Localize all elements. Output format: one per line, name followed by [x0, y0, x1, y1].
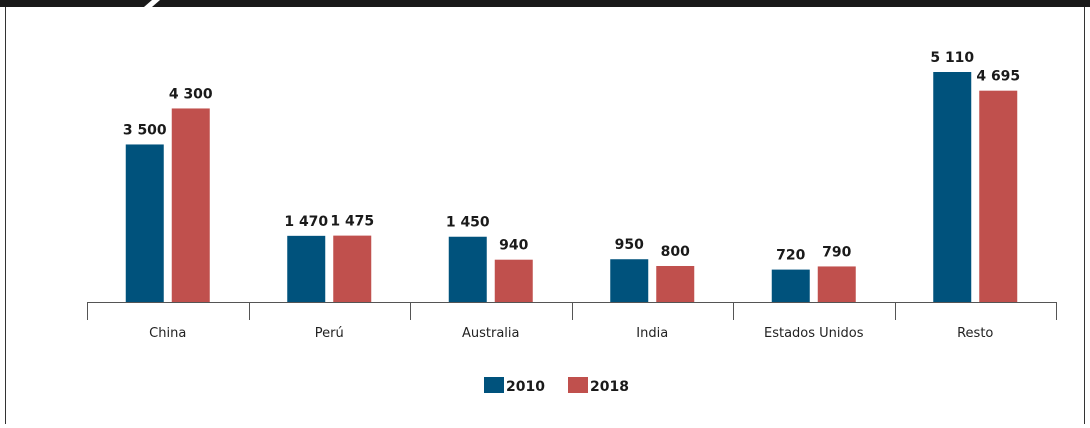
- header-band-left: [0, 0, 152, 7]
- bar-2018: [656, 265, 695, 302]
- value-label: 950: [615, 237, 644, 253]
- category-label: Estados Unidos: [764, 326, 864, 341]
- value-label: 5 110: [930, 50, 974, 66]
- value-label: 1 450: [446, 215, 490, 231]
- bar-2010: [287, 235, 326, 302]
- legend-swatch-2018: [568, 377, 588, 393]
- category-label: Perú: [315, 326, 344, 341]
- value-label: 720: [776, 248, 805, 264]
- value-label: 790: [822, 244, 851, 260]
- bar-2018: [817, 266, 856, 302]
- value-label: 800: [661, 244, 690, 260]
- category-label: Australia: [462, 326, 520, 341]
- value-label: 4 300: [169, 86, 213, 102]
- value-label: 1 470: [284, 214, 328, 230]
- legend-swatch-2010: [484, 377, 504, 393]
- bar-2010: [125, 144, 164, 302]
- legend-label: 2010: [506, 379, 545, 395]
- category-label: India: [636, 326, 668, 341]
- bar-2018: [333, 235, 372, 302]
- bar-2010: [448, 236, 487, 302]
- bar-2018: [171, 108, 210, 303]
- value-label: 940: [499, 238, 528, 254]
- bar-2018: [979, 90, 1018, 302]
- header-band-right: [152, 0, 1090, 7]
- value-label: 4 695: [976, 69, 1020, 85]
- legend: 2010 2018: [484, 377, 629, 395]
- value-label: 3 500: [123, 122, 167, 138]
- bar-2010: [610, 259, 649, 302]
- legend-label: 2018: [590, 379, 629, 395]
- bar-2018: [494, 259, 533, 302]
- value-label: 1 475: [330, 214, 374, 230]
- bar-2010: [771, 269, 810, 302]
- bar-2010: [933, 72, 972, 302]
- x-axis-ticks: [87, 302, 1057, 320]
- bars-group: [125, 72, 1018, 303]
- category-labels-group: China Perú Australia India Estados Unidos Res…: [149, 326, 993, 341]
- category-label: Resto: [957, 326, 993, 341]
- category-label: China: [149, 326, 186, 341]
- value-labels-group: 3 500 4 300 1 470 1 475 1 450 940 950 800 720 790…: [123, 50, 1020, 264]
